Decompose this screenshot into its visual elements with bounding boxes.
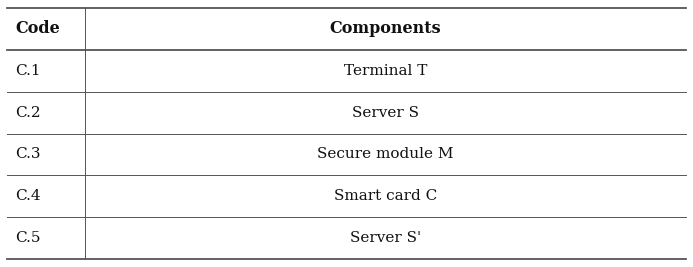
Text: C.2: C.2 xyxy=(15,105,41,120)
Text: C.5: C.5 xyxy=(15,231,41,245)
Text: Components: Components xyxy=(330,20,441,37)
Text: Server S: Server S xyxy=(352,105,419,120)
Text: C.4: C.4 xyxy=(15,189,41,203)
Text: Smart card C: Smart card C xyxy=(334,189,437,203)
Text: Server S': Server S' xyxy=(350,231,421,245)
Text: Terminal T: Terminal T xyxy=(344,64,428,78)
Text: C.1: C.1 xyxy=(15,64,41,78)
Text: Secure module M: Secure module M xyxy=(317,147,454,162)
Text: Code: Code xyxy=(15,20,60,37)
Text: C.3: C.3 xyxy=(15,147,41,162)
